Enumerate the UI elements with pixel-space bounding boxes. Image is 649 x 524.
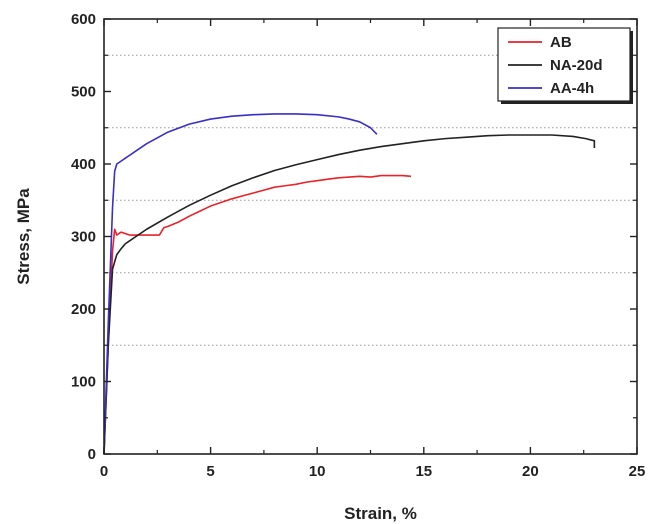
- x-tick-labels: 0 5 10 15 20 25: [100, 463, 646, 480]
- y-tick-label: 600: [71, 11, 96, 28]
- x-tick-label: 20: [522, 463, 539, 480]
- y-tick-label: 300: [71, 229, 96, 246]
- x-tick-label: 15: [415, 463, 432, 480]
- y-tick-label: 100: [71, 374, 96, 391]
- series-line-na-20d: [103, 134, 596, 455]
- series-line-ab: [103, 174, 412, 455]
- x-axis-title: Strain, %: [344, 504, 417, 523]
- y-axis-title: Stress, MPa: [14, 188, 33, 285]
- x-tick-label: 0: [100, 463, 108, 480]
- legend: AB NA-20d AA-4h: [497, 27, 633, 104]
- axis-ticks: [103, 18, 638, 455]
- y-tick-label: 400: [71, 156, 96, 173]
- y-tick-label: 0: [88, 446, 96, 463]
- y-tick-label: 200: [71, 301, 96, 318]
- legend-label: AA-4h: [550, 80, 594, 97]
- legend-label: AB: [550, 34, 572, 51]
- x-tick-label: 10: [309, 463, 326, 480]
- x-tick-label: 25: [629, 463, 646, 480]
- series-line-aa-4h: [103, 113, 378, 455]
- series-lines: [103, 113, 596, 455]
- y-tick-labels: 0 100 200 300 400 500 600: [71, 11, 96, 463]
- y-tick-label: 500: [71, 84, 96, 101]
- x-tick-label: 5: [206, 463, 214, 480]
- legend-label: NA-20d: [550, 57, 603, 74]
